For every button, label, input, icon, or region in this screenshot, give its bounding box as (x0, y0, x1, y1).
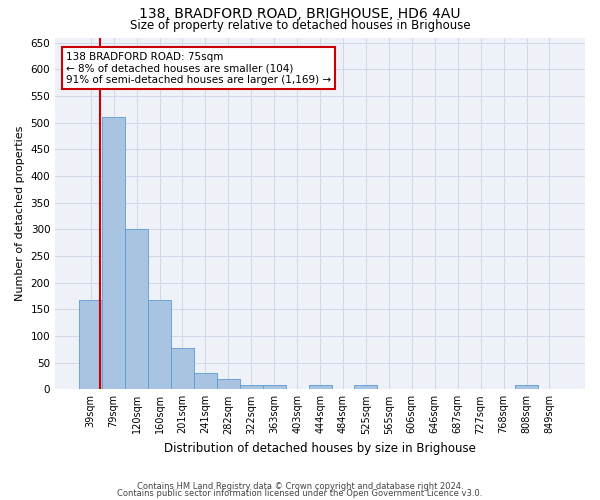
Bar (217, 378, 240, 390)
Bar (148, 300, 171, 390)
Text: 138, BRADFORD ROAD, BRIGHOUSE, HD6 4AU: 138, BRADFORD ROAD, BRIGHOUSE, HD6 4AU (139, 8, 461, 22)
Bar (125, 229, 148, 390)
Text: Contains public sector information licensed under the Open Government Licence v3: Contains public sector information licen… (118, 490, 482, 498)
Bar (263, 385, 286, 390)
Text: Size of property relative to detached houses in Brighouse: Size of property relative to detached ho… (130, 19, 470, 32)
Bar (308, 385, 332, 390)
Bar (515, 385, 538, 390)
X-axis label: Distribution of detached houses by size in Brighouse: Distribution of detached houses by size … (164, 442, 476, 455)
Y-axis label: Number of detached properties: Number of detached properties (15, 126, 25, 301)
Bar (102, 118, 125, 390)
Text: 138 BRADFORD ROAD: 75sqm
← 8% of detached houses are smaller (104)
91% of semi-d: 138 BRADFORD ROAD: 75sqm ← 8% of detache… (66, 52, 331, 85)
Bar (171, 348, 194, 390)
Text: Contains HM Land Registry data © Crown copyright and database right 2024.: Contains HM Land Registry data © Crown c… (137, 482, 463, 491)
Bar (355, 385, 377, 390)
Bar (79, 300, 102, 390)
Bar (194, 374, 217, 390)
Bar (240, 385, 263, 390)
